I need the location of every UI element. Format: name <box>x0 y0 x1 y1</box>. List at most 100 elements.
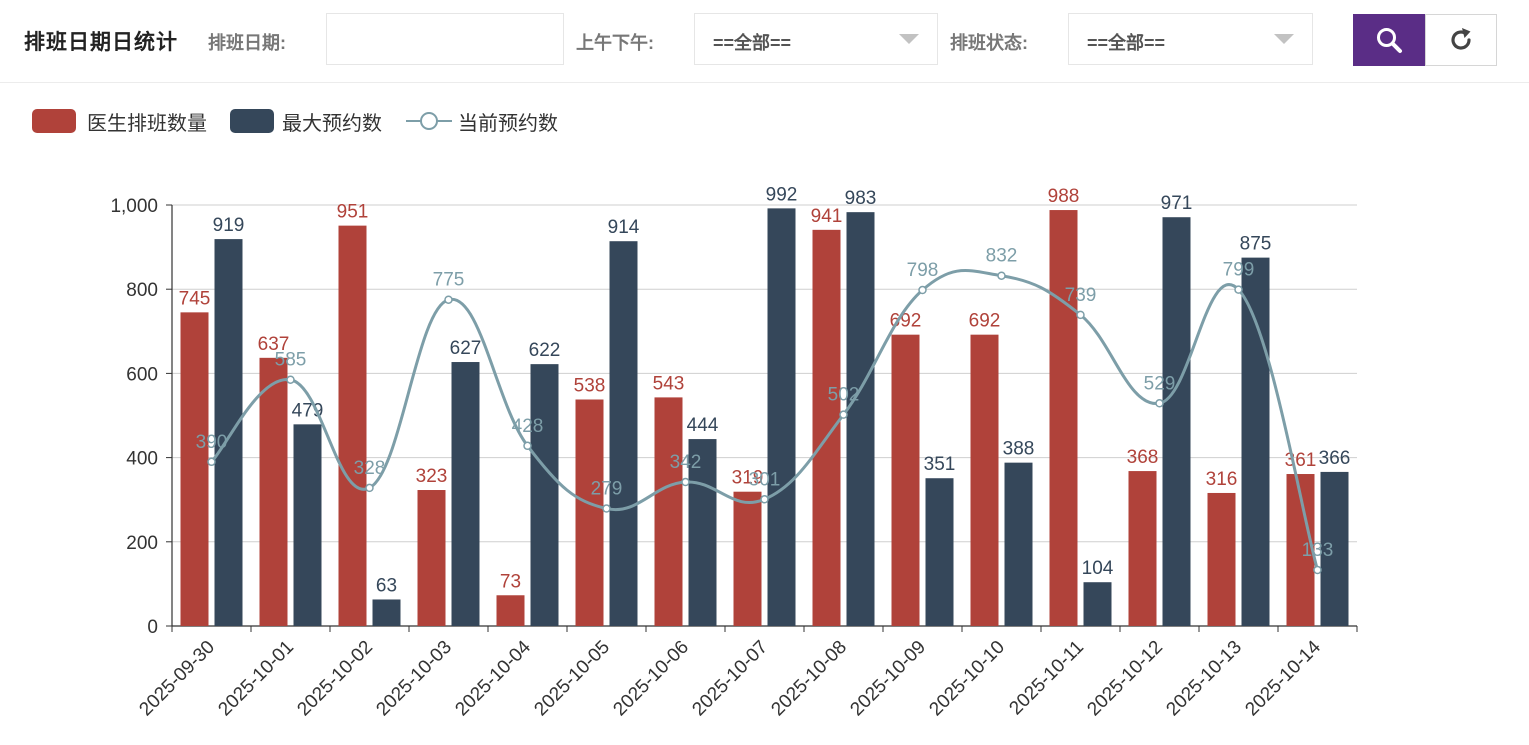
data-label-doctor: 361 <box>1285 450 1317 471</box>
y-tick-label: 0 <box>147 617 158 638</box>
legend-swatch-doctor <box>32 109 76 133</box>
data-label-current: 775 <box>433 270 465 291</box>
x-tick-label: 2025-10-01 <box>214 637 298 721</box>
y-tick-label: 600 <box>126 364 158 385</box>
data-label-current: 529 <box>1144 373 1176 394</box>
data-point-current <box>997 271 1006 280</box>
x-tick-label: 2025-10-03 <box>372 637 456 721</box>
x-tick-label: 2025-10-05 <box>530 637 614 721</box>
data-label-max: 388 <box>1003 439 1035 460</box>
x-tick-label: 2025-10-11 <box>1005 637 1088 720</box>
bar-max <box>1162 217 1191 627</box>
data-label-doctor: 941 <box>811 206 843 227</box>
data-label-current: 328 <box>354 458 386 479</box>
bar-doctor <box>891 334 920 626</box>
x-tick-label: 2025-10-02 <box>293 637 377 721</box>
data-label-max: 992 <box>766 184 798 205</box>
data-label-doctor: 323 <box>416 466 448 487</box>
refresh-icon <box>1451 28 1471 50</box>
data-point-current <box>286 375 295 384</box>
bar-doctor <box>812 229 841 626</box>
bar-max <box>1241 257 1270 626</box>
legend-label-current: 当前预约数 <box>458 113 558 135</box>
x-tick-label: 2025-10-12 <box>1083 637 1167 721</box>
x-tick-label: 2025-10-04 <box>451 636 535 720</box>
bar-max <box>451 362 480 626</box>
data-label-current: 428 <box>512 416 544 437</box>
search-icon <box>1377 28 1402 53</box>
data-label-doctor: 692 <box>890 311 922 332</box>
data-point-current <box>918 285 927 295</box>
x-tick-label: 2025-10-08 <box>767 637 851 721</box>
data-label-current: 390 <box>196 432 228 453</box>
data-label-max: 914 <box>608 217 640 238</box>
bar-max <box>1083 582 1112 626</box>
data-label-doctor: 951 <box>337 202 369 223</box>
data-point-current <box>444 295 453 304</box>
data-label-current: 739 <box>1065 285 1097 306</box>
bar-max <box>688 439 717 626</box>
data-point-current <box>1076 310 1085 320</box>
data-point-current <box>523 441 532 451</box>
bar-doctor <box>417 490 446 626</box>
bar-max <box>609 241 638 626</box>
bar-doctor <box>575 399 604 626</box>
status-select[interactable]: ==全部== <box>1068 13 1313 65</box>
ampm-select[interactable]: ==全部== <box>694 13 938 65</box>
data-label-doctor: 368 <box>1127 447 1159 468</box>
data-point-current <box>1313 565 1322 575</box>
x-tick-label: 2025-10-13 <box>1162 637 1246 721</box>
bar-max <box>372 599 401 626</box>
legend-swatch-max <box>230 109 274 133</box>
data-label-max: 104 <box>1082 558 1114 579</box>
page-title: 排班日期日统计 <box>24 31 178 54</box>
bar-max <box>1320 471 1349 626</box>
data-point-current <box>365 483 374 493</box>
data-point-current <box>839 410 848 419</box>
data-label-current: 133 <box>1302 540 1334 561</box>
status-label: 排班状态: <box>950 33 1028 53</box>
data-label-current: 832 <box>986 246 1018 267</box>
bar-doctor <box>1049 210 1078 626</box>
data-label-current: 279 <box>591 479 623 500</box>
x-tick-label: 2025-10-14 <box>1241 636 1325 720</box>
data-point-current <box>207 457 216 467</box>
data-label-doctor: 73 <box>500 571 521 592</box>
bar-doctor <box>496 595 525 626</box>
bar-max <box>214 239 243 626</box>
bar-max <box>925 478 954 626</box>
y-tick-label: 1,000 <box>110 196 158 217</box>
bar-doctor <box>654 397 683 626</box>
data-label-max: 351 <box>924 454 956 475</box>
data-label-doctor: 745 <box>179 288 211 309</box>
data-point-current <box>760 495 769 504</box>
x-tick-label: 2025-10-09 <box>846 637 930 721</box>
data-label-max: 622 <box>529 340 561 361</box>
data-label-max: 919 <box>213 215 245 236</box>
bar-doctor <box>259 357 288 626</box>
y-tick-label: 400 <box>126 449 158 470</box>
data-label-current: 798 <box>907 260 939 281</box>
bar-max <box>1004 462 1033 626</box>
data-label-current: 301 <box>749 469 781 490</box>
x-tick-label: 2025-09-30 <box>135 637 219 721</box>
data-point-current <box>681 477 690 487</box>
bar-max <box>530 364 559 626</box>
legend-label-max: 最大预约数 <box>282 113 382 135</box>
data-point-current <box>1155 399 1164 408</box>
bar-doctor <box>733 491 762 626</box>
data-label-doctor: 538 <box>574 376 606 397</box>
data-label-max: 971 <box>1161 193 1193 214</box>
data-label-current: 799 <box>1223 260 1255 281</box>
data-label-doctor: 316 <box>1206 469 1238 490</box>
data-label-max: 63 <box>376 575 397 596</box>
data-point-current <box>1234 285 1243 294</box>
date-input[interactable] <box>326 13 564 65</box>
x-tick-label: 2025-10-07 <box>688 637 772 721</box>
data-label-doctor: 692 <box>969 311 1001 332</box>
data-label-current: 342 <box>670 452 702 473</box>
search-button[interactable] <box>1353 14 1425 66</box>
data-label-max: 444 <box>687 415 719 436</box>
reset-button[interactable] <box>1425 14 1497 66</box>
data-label-current: 502 <box>828 385 860 406</box>
